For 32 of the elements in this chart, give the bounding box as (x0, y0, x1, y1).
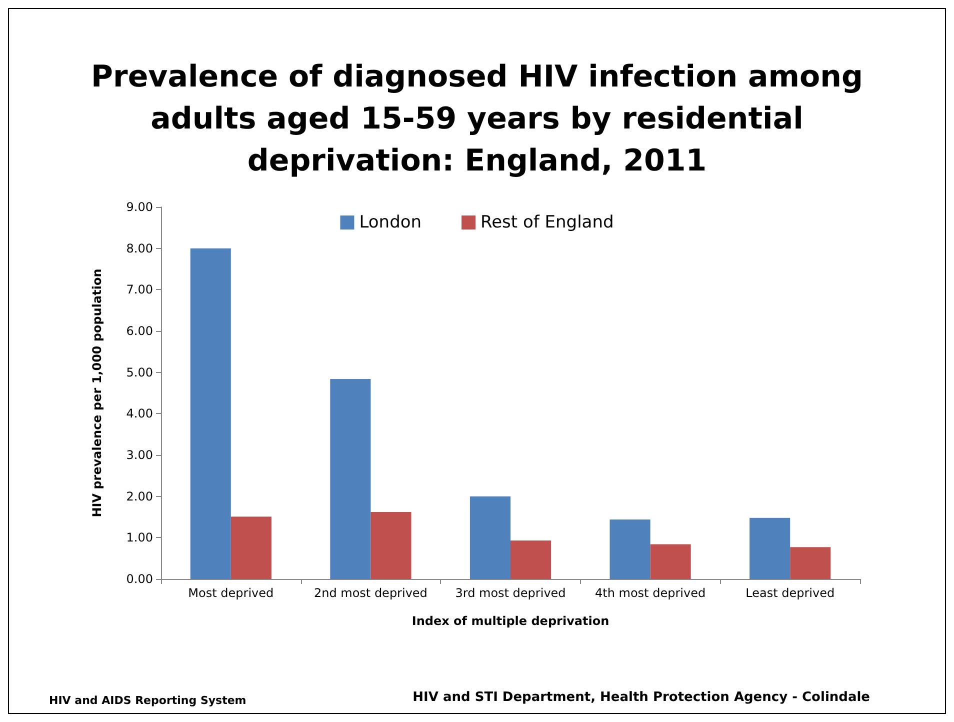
y-tick-label: 6.00 (126, 324, 153, 338)
bar (510, 540, 552, 579)
y-tick-label: 9.00 (126, 200, 153, 214)
y-tick-label: 1.00 (126, 530, 153, 545)
x-tick-label: 4th most deprived (595, 586, 706, 600)
bar (330, 378, 371, 579)
y-tick-label: 2.00 (126, 489, 153, 504)
y-tick-label: 3.00 (126, 448, 153, 462)
x-tick-label: Most deprived (188, 586, 274, 600)
bar (470, 496, 510, 579)
y-tick-label: 8.00 (126, 241, 153, 256)
bar (610, 519, 650, 579)
bar (370, 512, 412, 579)
y-tick-label: 5.00 (126, 365, 153, 380)
bar (650, 544, 691, 579)
text: HIV and STI Department, Health Protection Agency - Colindale (412, 690, 870, 705)
bar (230, 516, 272, 579)
y-tick-label: 4.00 (126, 406, 153, 421)
text: HIV and AIDS Reporting System (49, 694, 246, 707)
bar (190, 248, 231, 579)
x-axis-title: Index of multiple deprivation (412, 614, 610, 628)
bar (750, 518, 790, 579)
x-tick-label: 2nd most deprived (314, 586, 428, 600)
x-tick-label: Least deprived (746, 586, 835, 600)
bar (790, 547, 831, 579)
x-tick-label: 3rd most deprived (455, 586, 566, 600)
chart-title: Prevalence of diagnosed HIV infection among adults aged 15-59 years by residential deprivation: England, 2011 (91, 60, 863, 178)
y-tick-label: 0.00 (126, 572, 153, 586)
y-tick-label: 7.00 (126, 282, 153, 297)
legend-label: London (359, 212, 422, 232)
legend-label: Rest of England (480, 212, 614, 232)
y-axis-title: HIV prevalence per 1,000 population (90, 268, 104, 518)
